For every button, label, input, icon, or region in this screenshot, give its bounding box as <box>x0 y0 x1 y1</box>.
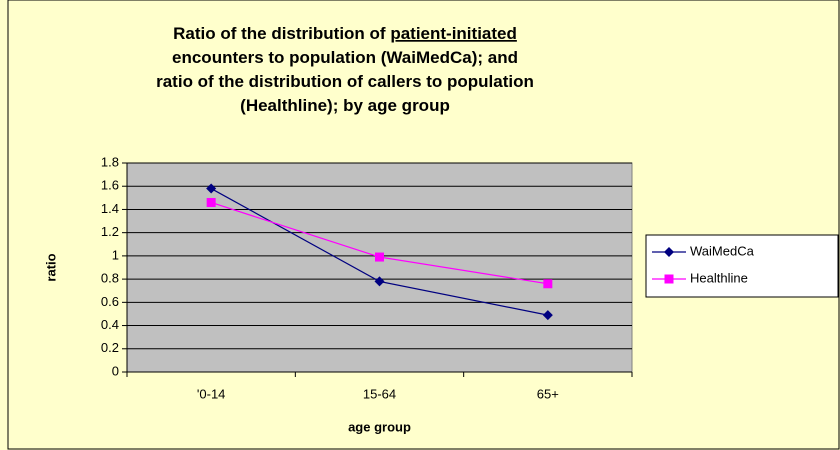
chart-title: Ratio of the distribution of patient-ini… <box>173 24 517 43</box>
x-tick-label: '0-14 <box>197 386 226 401</box>
plot-area <box>126 162 633 373</box>
chart-title: ratio of the distribution of callers to … <box>156 72 534 91</box>
y-tick-label: 1 <box>112 247 119 262</box>
y-tick-label: 0.8 <box>101 271 119 286</box>
chart-title: (Healthline); by age group <box>240 96 450 115</box>
legend-label: WaiMedCa <box>690 243 755 258</box>
legend-marker <box>664 274 674 284</box>
title-segment: patient-initiated <box>390 24 517 43</box>
y-tick-label: 1.2 <box>101 224 119 239</box>
title-segment: encounters to population (WaiMedCa); and <box>172 48 518 67</box>
legend-marker <box>664 247 674 257</box>
y-tick-label: 1.8 <box>101 154 119 169</box>
legend-box <box>645 234 839 298</box>
chart-title: encounters to population (WaiMedCa); and <box>172 48 518 67</box>
x-tick-label: 65+ <box>537 386 559 401</box>
point <box>543 279 553 289</box>
title-segment: (Healthline); by age group <box>240 96 450 115</box>
y-tick-label: 0.4 <box>101 317 119 332</box>
point <box>206 183 217 194</box>
y-tick-label: 0 <box>112 363 119 378</box>
y-tick-label: 0.2 <box>101 340 119 355</box>
y-tick-label: 0.6 <box>101 294 119 309</box>
point <box>542 310 553 321</box>
y-axis-title: ratio <box>43 253 58 281</box>
legend-label: Healthline <box>690 270 748 285</box>
point <box>374 276 385 287</box>
title-segment: Ratio of the distribution of <box>173 24 390 43</box>
y-tick-label: 1.4 <box>101 201 119 216</box>
point <box>206 197 216 207</box>
x-axis-title: age group <box>348 419 411 434</box>
x-tick-label: 15-64 <box>363 386 396 401</box>
title-segment: ratio of the distribution of callers to … <box>156 72 534 91</box>
point <box>375 252 384 262</box>
y-tick-label: 1.6 <box>101 178 119 193</box>
